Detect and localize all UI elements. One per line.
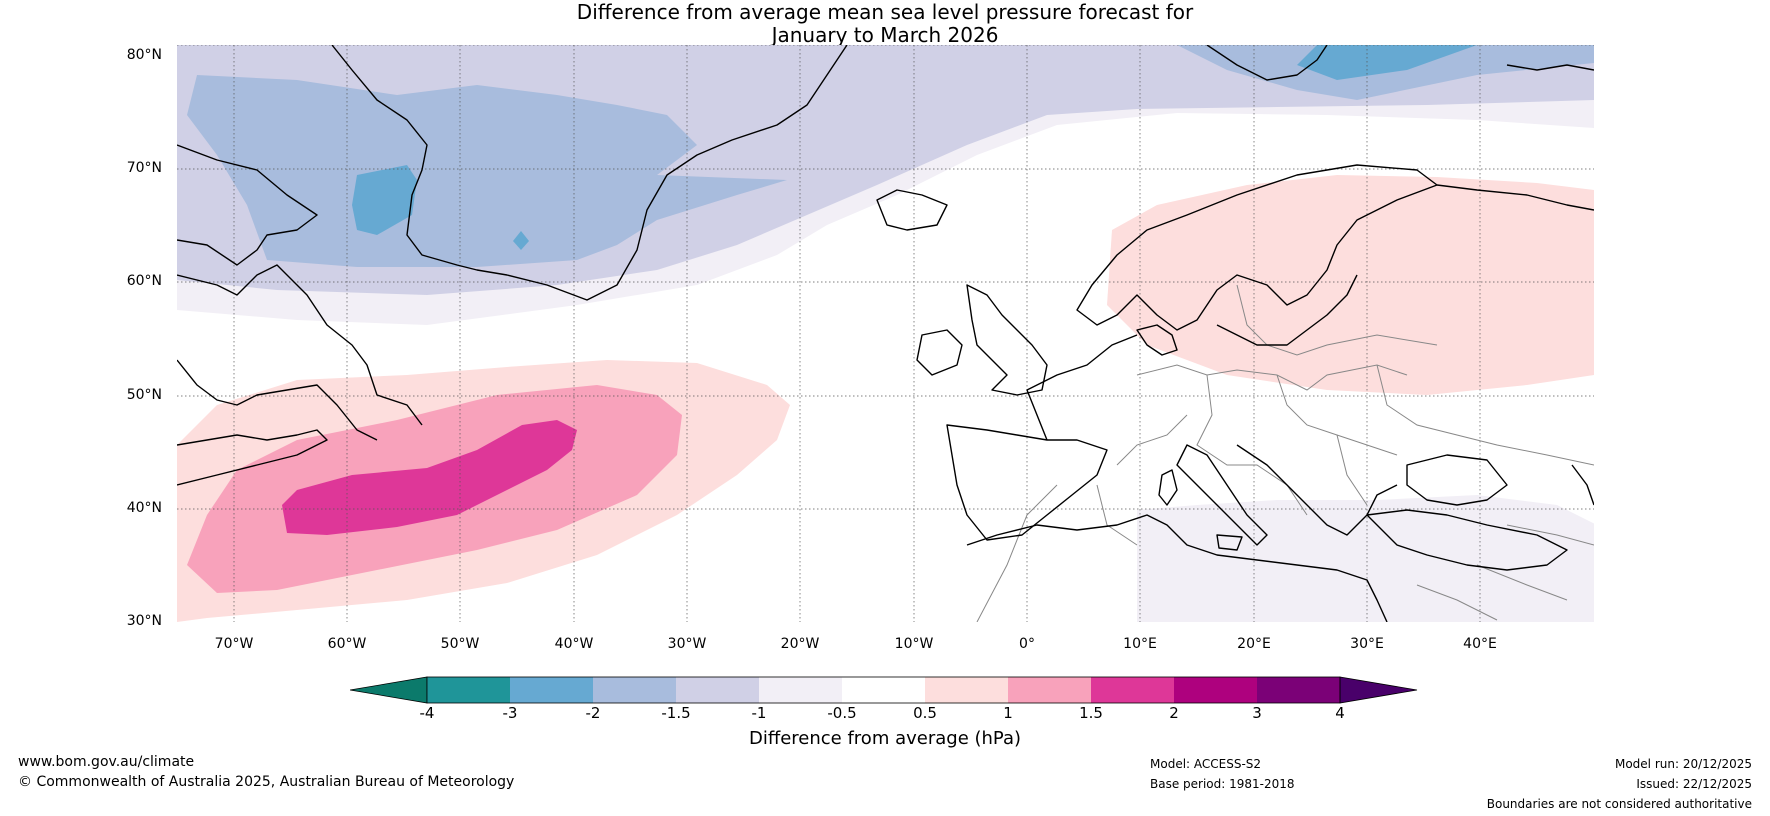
colorbar-bin-05-1 <box>925 677 1008 703</box>
contour-0.5-to-1-europe <box>1107 175 1594 395</box>
nova-scotia-coast <box>177 429 328 486</box>
issued-date: Issued: 22/12/2025 <box>1636 777 1752 791</box>
italy-coast <box>1176 444 1268 546</box>
colorbar-extend-low <box>350 676 428 704</box>
colorbar-tick: -1 <box>751 704 767 722</box>
kola-coast <box>1436 184 1594 211</box>
lat-label-70N: 70°N <box>126 160 162 176</box>
denmark-coast <box>1136 324 1178 356</box>
scandinavia-coast <box>1076 164 1438 331</box>
colorbar-title: Difference from average (hPa) <box>748 728 1022 749</box>
contour-minus-1.5-to-minus-2-west <box>187 75 787 267</box>
colorbar-bin-m3-m2 <box>510 677 593 703</box>
base-period: Base period: 1981-2018 <box>1150 777 1295 791</box>
north-africa-coast <box>966 514 1388 622</box>
colorbar-tick: 1 <box>1003 704 1013 722</box>
lon-label-40E: 40°E <box>1463 636 1497 652</box>
colorbar-tick: 2 <box>1169 704 1179 722</box>
lon-label-50W: 50°W <box>440 636 480 652</box>
lat-label-60N: 60°N <box>126 273 162 289</box>
colorbar-tick: 3 <box>1252 704 1262 722</box>
lon-label-0: 0° <box>1019 636 1035 652</box>
colorbar-extend-high <box>1339 676 1418 704</box>
lat-label-80N: 80°N <box>126 47 162 63</box>
model-run-date: Model run: 20/12/2025 <box>1614 757 1752 771</box>
ireland-coast <box>916 329 963 376</box>
caspian-coast <box>1571 464 1594 506</box>
arctic-canada-coast <box>177 144 318 266</box>
colorbar-tick: 0.5 <box>913 704 937 722</box>
lat-label-50N: 50°N <box>126 387 162 403</box>
lon-label-30W: 30°W <box>667 636 707 652</box>
copyright-text: © Commonwealth of Australia 2025, Austra… <box>18 774 515 790</box>
lon-label-30E: 30°E <box>1350 636 1384 652</box>
contour-minus-2-to-minus-3-northeast <box>1297 45 1477 80</box>
pressure-anomaly-map <box>177 45 1594 622</box>
lat-label-30N: 30°N <box>126 613 162 629</box>
colorbar-tick: -2 <box>585 704 601 722</box>
sardinia-coast <box>1158 469 1178 506</box>
colorbar-bin-15-2 <box>1091 677 1174 703</box>
svalbard-coast <box>1206 45 1328 81</box>
lon-label-60W: 60°W <box>327 636 367 652</box>
website-url: www.bom.gov.au/climate <box>18 754 195 770</box>
colorbar-bin-m2-m15 <box>593 677 676 703</box>
colorbar-bin-1-15 <box>1008 677 1091 703</box>
lon-label-70W: 70°W <box>214 636 254 652</box>
lon-label-20W: 20°W <box>780 636 820 652</box>
greenland-coast <box>331 45 848 301</box>
lat-label-40N: 40°N <box>126 500 162 516</box>
iceland-coast <box>876 189 948 231</box>
colorbar-bin-m15-m1 <box>676 677 759 703</box>
labrador-coast <box>177 359 378 441</box>
colorbar-bin-2-3 <box>1174 677 1257 703</box>
coastlines <box>177 45 1594 622</box>
anatolia-coast <box>1366 509 1568 571</box>
balkans-coast <box>1236 444 1398 536</box>
boundaries-disclaimer: Boundaries are not considered authoritat… <box>1486 797 1752 811</box>
uk-coast <box>966 284 1048 396</box>
colorbar-tick: -4 <box>419 704 435 722</box>
contour-1.5-to-2 <box>282 420 577 535</box>
contour-minus-2-to-minus-3-small <box>513 231 529 250</box>
baffin-coast <box>177 264 423 426</box>
graticule <box>177 45 1594 622</box>
franz-josef-coast <box>1506 64 1594 71</box>
colorbar-tick: -1.5 <box>661 704 691 722</box>
colorbar-bin-m1-m05 <box>759 677 842 703</box>
colorbar-tick: 1.5 <box>1079 704 1103 722</box>
contour-minus-2-to-minus-3 <box>352 165 417 235</box>
colorbar-tick: 4 <box>1335 704 1345 722</box>
baltic-coast <box>1216 274 1358 346</box>
france-coast <box>1026 334 1138 441</box>
title-line-2: January to March 2026 <box>771 23 999 47</box>
colorbar-bin-m05-05 <box>842 677 925 703</box>
lon-label-10W: 10°W <box>894 636 934 652</box>
colorbar-tick: -3 <box>502 704 518 722</box>
colorbar-tick: -0.5 <box>827 704 857 722</box>
iberia-coast <box>946 424 1108 541</box>
colorbar <box>350 676 1418 704</box>
black-sea-coast <box>1406 454 1508 506</box>
colorbar-bin-m4-m3 <box>427 677 510 703</box>
sicily-coast <box>1216 534 1243 551</box>
contour-minus-0.5-to-minus-1-med <box>1137 495 1594 622</box>
lon-label-20E: 20°E <box>1237 636 1271 652</box>
model-name: Model: ACCESS-S2 <box>1150 757 1262 771</box>
lon-label-10E: 10°E <box>1123 636 1157 652</box>
title-line-1: Difference from average mean sea level p… <box>576 0 1194 24</box>
lon-label-40W: 40°W <box>554 636 594 652</box>
colorbar-bin-3-4 <box>1257 677 1340 703</box>
